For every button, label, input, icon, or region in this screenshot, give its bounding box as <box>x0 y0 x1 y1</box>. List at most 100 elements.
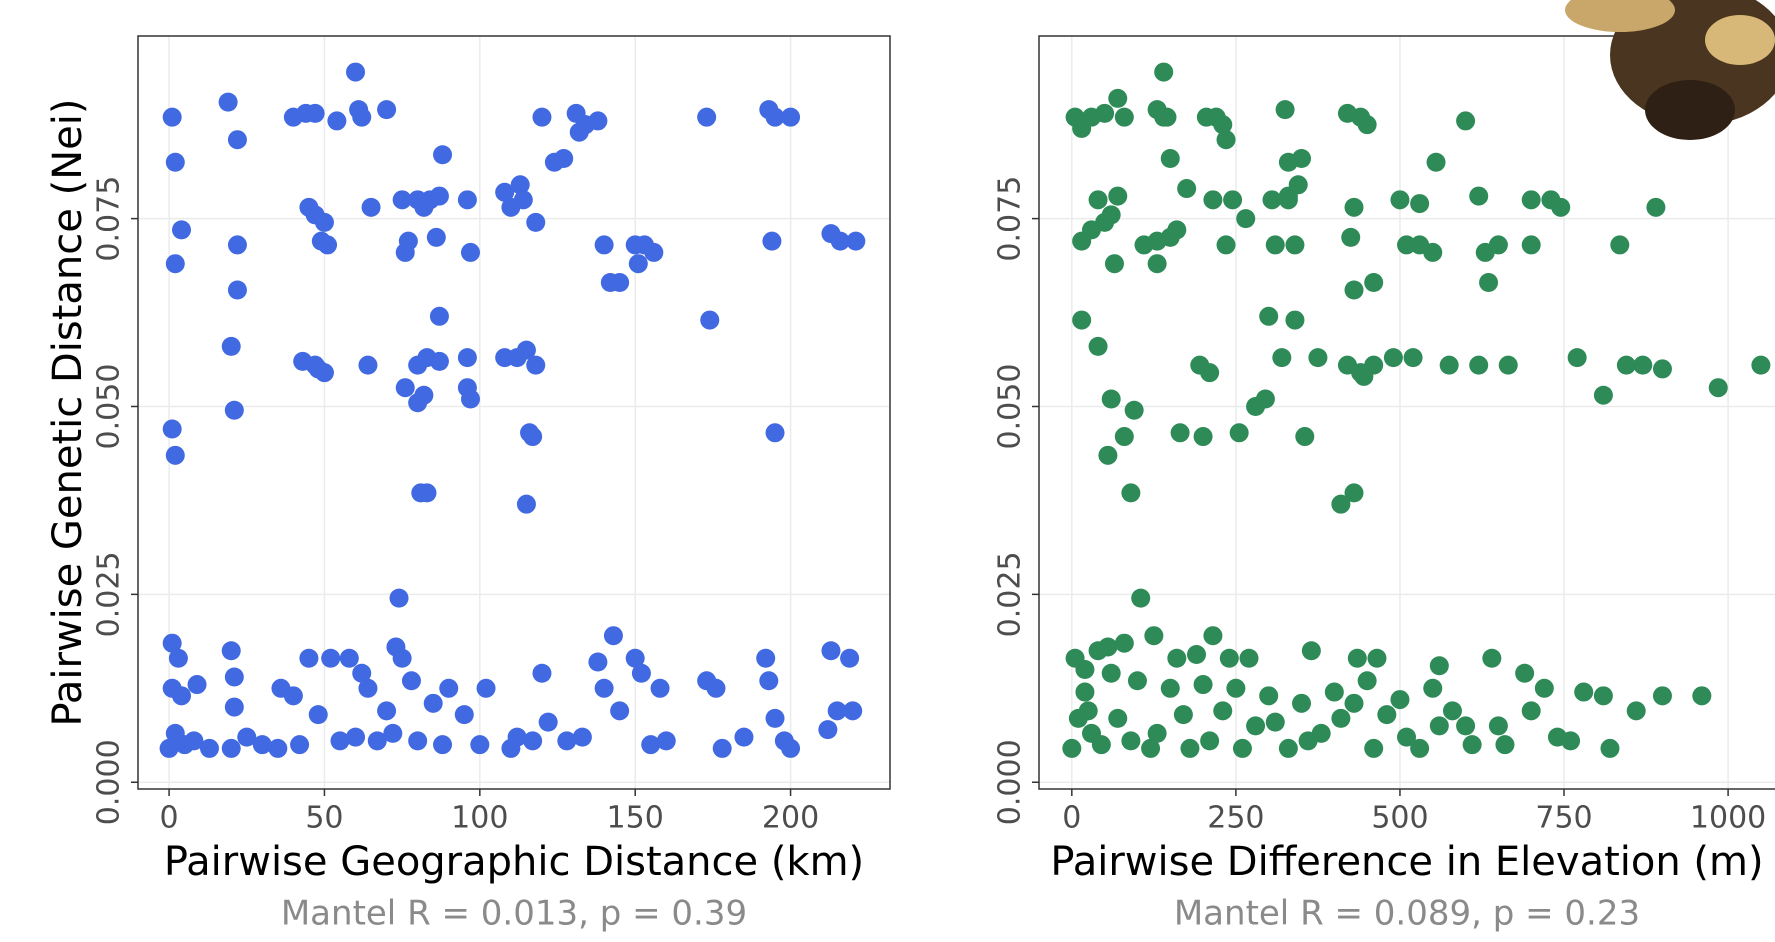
point <box>172 686 192 706</box>
panel-border <box>137 35 891 790</box>
point <box>346 62 366 82</box>
point <box>1075 660 1095 680</box>
point <box>1515 663 1535 683</box>
point <box>1088 190 1108 210</box>
point <box>1216 130 1236 150</box>
point <box>765 107 785 127</box>
point <box>523 731 543 751</box>
point <box>1285 235 1305 255</box>
point <box>1167 648 1187 668</box>
point <box>1442 701 1462 721</box>
point <box>1187 644 1207 664</box>
x-tick-label: 0 <box>160 801 179 836</box>
point <box>1403 348 1423 368</box>
point <box>417 483 437 503</box>
point <box>252 735 272 755</box>
point <box>1646 197 1666 217</box>
point <box>1652 359 1672 379</box>
point <box>1567 348 1587 368</box>
point <box>734 727 754 747</box>
point <box>1344 280 1364 300</box>
point <box>1521 235 1541 255</box>
point <box>352 107 372 127</box>
point <box>1456 716 1476 736</box>
point <box>227 280 247 300</box>
point <box>1173 705 1193 725</box>
y-tick-label: 0.025 <box>92 551 127 637</box>
point <box>650 678 670 698</box>
point <box>470 735 490 755</box>
point <box>377 100 397 120</box>
point <box>1259 306 1279 326</box>
point <box>1147 723 1167 743</box>
point <box>526 355 546 375</box>
point <box>1236 209 1256 229</box>
point <box>1344 693 1364 713</box>
point <box>339 648 359 668</box>
point <box>184 731 204 751</box>
point <box>1377 705 1397 725</box>
point <box>162 107 182 127</box>
point <box>346 727 366 747</box>
point <box>268 738 288 758</box>
point <box>433 145 453 165</box>
point <box>429 306 449 326</box>
point <box>1180 738 1200 758</box>
x-tick-label: 1000 <box>1690 801 1766 836</box>
point <box>1275 100 1295 120</box>
point <box>1278 738 1298 758</box>
point <box>423 693 443 713</box>
x-tick-label: 250 <box>1207 801 1264 836</box>
point <box>389 588 409 608</box>
point <box>1121 483 1141 503</box>
point <box>1429 716 1449 736</box>
point <box>1144 626 1164 646</box>
point <box>1160 148 1180 168</box>
point <box>218 92 238 112</box>
point <box>162 633 182 653</box>
point <box>765 423 785 443</box>
point <box>1078 701 1098 721</box>
point <box>554 148 574 168</box>
point <box>457 190 477 210</box>
point <box>1265 235 1285 255</box>
point <box>1114 107 1134 127</box>
point <box>557 731 577 751</box>
point <box>1226 678 1246 698</box>
point <box>1219 648 1239 668</box>
point <box>538 712 558 732</box>
point <box>392 190 412 210</box>
point <box>1616 355 1636 375</box>
point <box>706 678 726 698</box>
point <box>1101 663 1121 683</box>
point <box>358 355 378 375</box>
point <box>756 648 776 668</box>
point <box>1610 235 1630 255</box>
point <box>610 272 630 292</box>
point <box>162 419 182 439</box>
point <box>460 389 480 409</box>
point <box>1341 227 1361 247</box>
point <box>1547 727 1567 747</box>
point <box>1200 363 1220 383</box>
point <box>1203 626 1223 646</box>
point <box>1347 648 1367 668</box>
point <box>1357 671 1377 691</box>
point <box>1593 385 1613 405</box>
point <box>594 678 614 698</box>
point <box>1482 648 1502 668</box>
point <box>1439 355 1459 375</box>
point <box>377 701 397 721</box>
point <box>1751 355 1771 375</box>
point <box>318 235 338 255</box>
point <box>781 738 801 758</box>
point <box>572 727 592 747</box>
point <box>1593 686 1613 706</box>
point <box>1354 366 1374 386</box>
point <box>1410 194 1430 214</box>
point <box>697 107 717 127</box>
point <box>299 648 319 668</box>
point <box>1167 220 1187 240</box>
point <box>1574 682 1594 702</box>
point <box>513 190 533 210</box>
